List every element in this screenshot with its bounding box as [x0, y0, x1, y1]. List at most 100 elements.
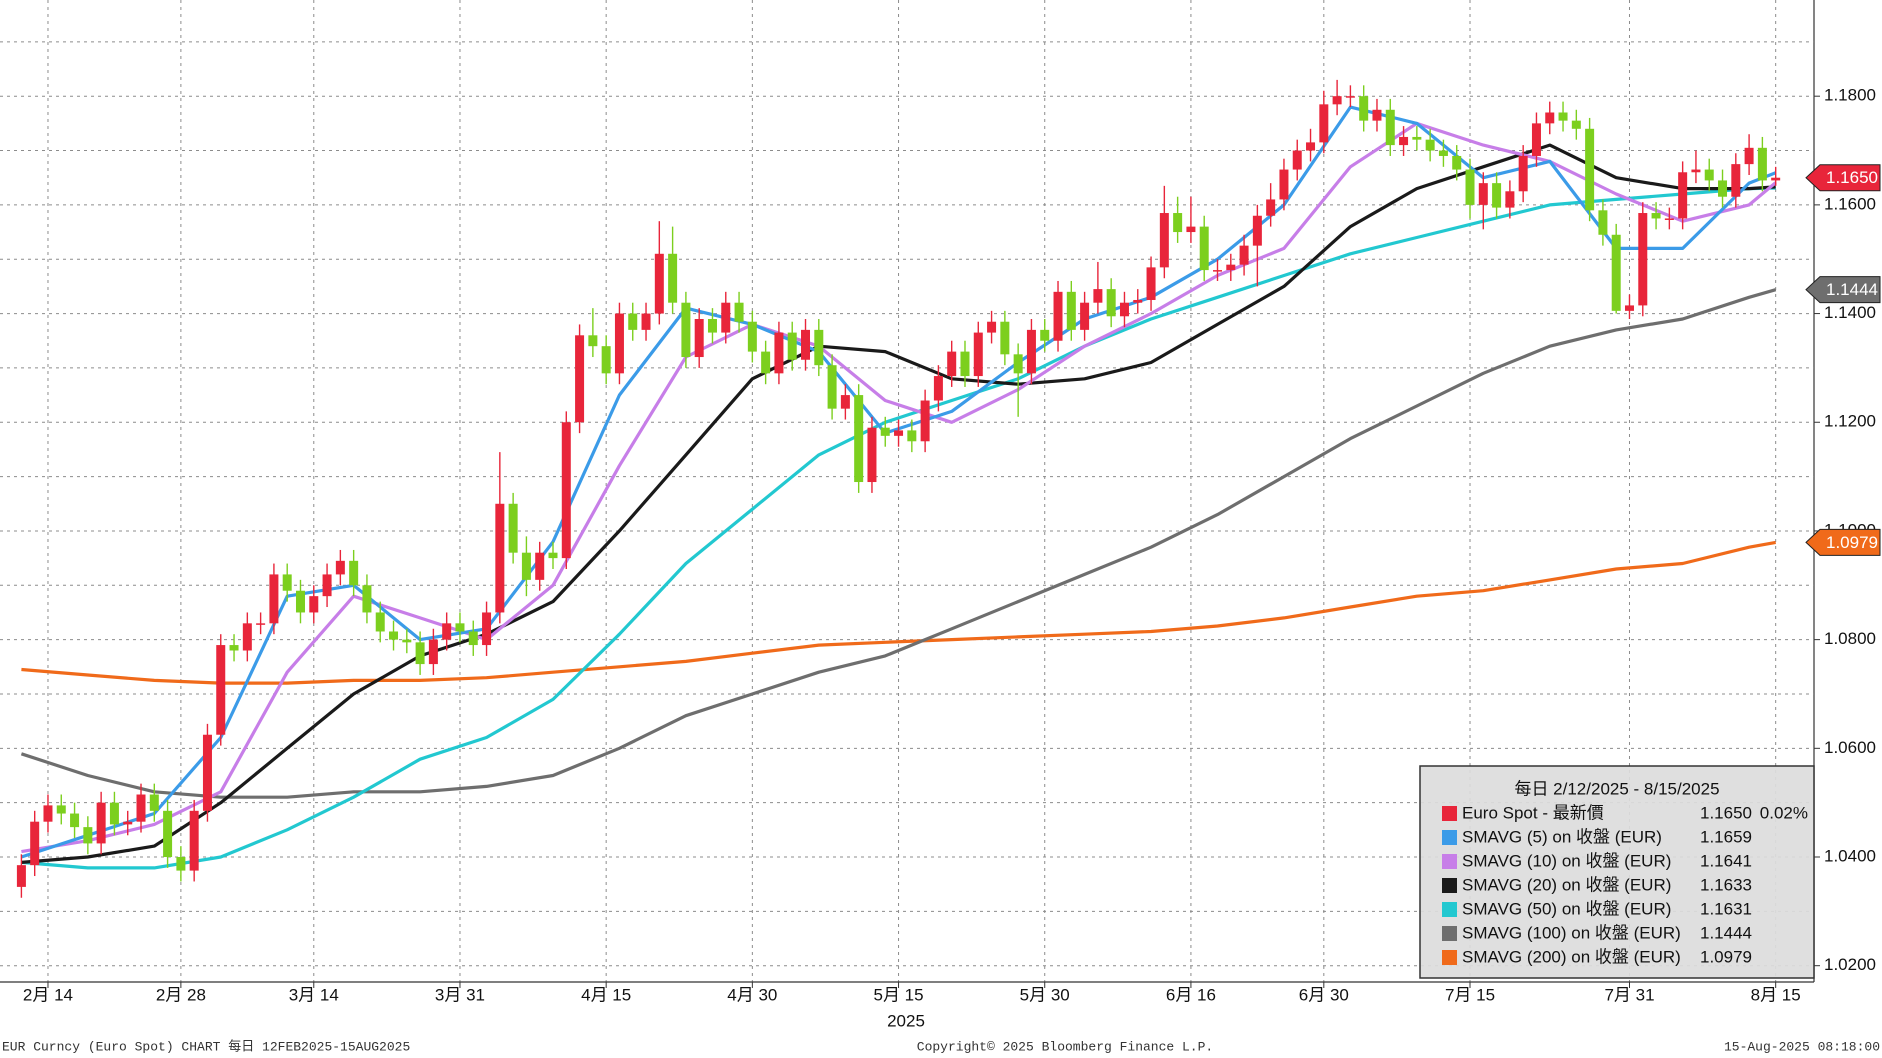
- legend-value: 1.1444: [1700, 923, 1752, 942]
- candle-body: [1013, 354, 1023, 374]
- candle-body: [1053, 291, 1063, 341]
- candle-body: [1399, 136, 1409, 146]
- candle-body: [614, 313, 624, 374]
- candle-body: [535, 552, 545, 580]
- candle-body: [375, 612, 385, 632]
- value-tag: [1805, 164, 1881, 192]
- candle-body: [1319, 104, 1329, 143]
- candle-body: [1531, 123, 1541, 156]
- x-tick-label: 6月 30: [1299, 985, 1349, 1004]
- candle-body: [840, 395, 850, 409]
- legend-label: SMAVG (200) on 收盤 (EUR): [1462, 947, 1681, 966]
- candle-body: [1093, 289, 1103, 303]
- legend-value: 1.1631: [1700, 899, 1752, 918]
- candle-body: [1664, 218, 1674, 220]
- candle-body: [654, 253, 664, 314]
- candle-body: [867, 427, 877, 483]
- candle-body: [229, 645, 239, 651]
- candle-body: [282, 574, 292, 591]
- legend-swatch: [1442, 854, 1457, 869]
- footer-right: 15-Aug-2025 08:18:00: [1724, 1039, 1880, 1054]
- candle-body: [987, 321, 997, 333]
- candle-body: [694, 319, 704, 358]
- x-tick-label: 3月 14: [289, 985, 339, 1004]
- candle-body: [628, 313, 638, 330]
- legend-label: SMAVG (20) on 收盤 (EUR): [1462, 875, 1671, 894]
- candle-body: [96, 802, 106, 844]
- candle-body: [787, 332, 797, 360]
- candle-body: [521, 552, 531, 580]
- candle-body: [1266, 199, 1276, 216]
- legend-title: 每日 2/12/2025 - 8/15/2025: [1514, 779, 1719, 798]
- candle-body: [1385, 109, 1395, 146]
- legend-swatch: [1442, 830, 1457, 845]
- candle-body: [176, 857, 186, 871]
- legend-value: 1.1633: [1700, 875, 1752, 894]
- x-tick-label: 2月 28: [156, 985, 206, 1004]
- ma-line: [21, 143, 1776, 864]
- candle-body: [415, 642, 425, 665]
- candle-body: [30, 821, 40, 866]
- ma-line: [21, 121, 1777, 854]
- candle-body: [295, 590, 305, 613]
- candle-body: [1638, 213, 1648, 306]
- candle-body: [1146, 267, 1156, 300]
- candle-body: [1771, 177, 1781, 181]
- candle-body: [1571, 120, 1581, 129]
- candle-body: [907, 430, 917, 442]
- candle-body: [1545, 112, 1555, 124]
- value-tag-label: 1.0979: [1826, 533, 1878, 552]
- candle-body: [123, 821, 133, 825]
- value-tag: [1805, 276, 1881, 304]
- candle-body: [1438, 150, 1448, 156]
- candle-body: [920, 400, 930, 442]
- candle-body: [1000, 321, 1010, 355]
- candle-body: [960, 351, 970, 377]
- candle-body: [109, 802, 119, 825]
- y-tick-label: 1.1400: [1824, 303, 1876, 322]
- candle-body: [1505, 191, 1515, 208]
- candle-body: [854, 395, 864, 483]
- candle-body: [1731, 164, 1741, 197]
- candle-body: [1452, 155, 1462, 170]
- y-tick-label: 1.1200: [1824, 412, 1876, 431]
- candle-body: [1624, 305, 1634, 311]
- candle-body: [1213, 270, 1222, 272]
- candle-body: [1425, 139, 1435, 151]
- candle-body: [894, 430, 904, 436]
- legend-label: SMAVG (5) on 收盤 (EUR): [1462, 827, 1662, 846]
- value-tag: [1805, 528, 1881, 556]
- candle-body: [508, 503, 518, 553]
- candle-body: [1292, 150, 1302, 170]
- candle-body: [1239, 245, 1249, 265]
- legend-swatch: [1442, 902, 1457, 917]
- candle-body: [1306, 142, 1316, 151]
- candle-body: [827, 365, 837, 409]
- candle-body: [1173, 213, 1183, 233]
- candle-body: [1359, 96, 1369, 121]
- candle-body: [1651, 213, 1661, 219]
- candle-body: [428, 639, 438, 665]
- candle-body: [801, 329, 811, 360]
- candle-body: [83, 827, 93, 844]
- candle-body: [721, 302, 731, 333]
- y-tick-label: 1.0400: [1824, 846, 1876, 865]
- legend: 每日 2/12/2025 - 8/15/2025 Euro Spot - 最新價 1…: [1419, 765, 1815, 979]
- candle-body: [442, 623, 452, 640]
- candle-body: [1691, 169, 1701, 173]
- candle-body: [548, 552, 558, 559]
- candle-body: [1345, 96, 1355, 98]
- x-tick-label: 5月 30: [1020, 985, 1070, 1004]
- candle-body: [269, 574, 279, 624]
- x-tick-label: 2月 14: [23, 985, 73, 1004]
- candle-body: [1678, 172, 1688, 219]
- candle-body: [707, 319, 717, 333]
- x-tick-label: 4月 30: [727, 985, 777, 1004]
- legend-value: 1.1641: [1700, 851, 1752, 870]
- candle-body: [601, 346, 611, 374]
- footer-left: EUR Curncy (Euro Spot) CHART 每日 12FEB202…: [2, 1038, 410, 1054]
- legend-value: 1.1650: [1700, 803, 1752, 822]
- candle-body: [973, 332, 983, 377]
- candle-body: [933, 376, 943, 401]
- y-tick-label: 1.1600: [1824, 194, 1876, 213]
